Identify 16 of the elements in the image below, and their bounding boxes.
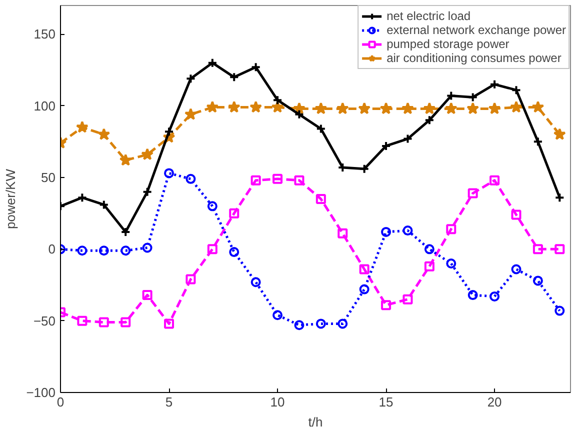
legend-label: external network exchange power bbox=[386, 23, 566, 37]
y-tick-label: 0 bbox=[48, 242, 56, 257]
y-tick-label: −100 bbox=[26, 385, 56, 400]
legend-label: pumped storage power bbox=[386, 37, 510, 51]
y-axis-title: power/KW bbox=[3, 168, 18, 229]
x-tick-label: 10 bbox=[270, 394, 285, 410]
y-tick-label: 50 bbox=[41, 170, 56, 185]
x-axis-title: t/h bbox=[308, 414, 323, 430]
x-tick-label: 20 bbox=[487, 394, 502, 410]
x-tick-label: 5 bbox=[165, 394, 173, 410]
x-tick-label: 15 bbox=[378, 394, 394, 410]
legend-label: air conditioning consumes power bbox=[386, 51, 562, 65]
y-tick-label: −50 bbox=[33, 313, 56, 328]
legend-label: net electric load bbox=[386, 9, 471, 23]
y-tick-label: 100 bbox=[34, 98, 56, 114]
y-tick-label: 150 bbox=[34, 26, 56, 42]
